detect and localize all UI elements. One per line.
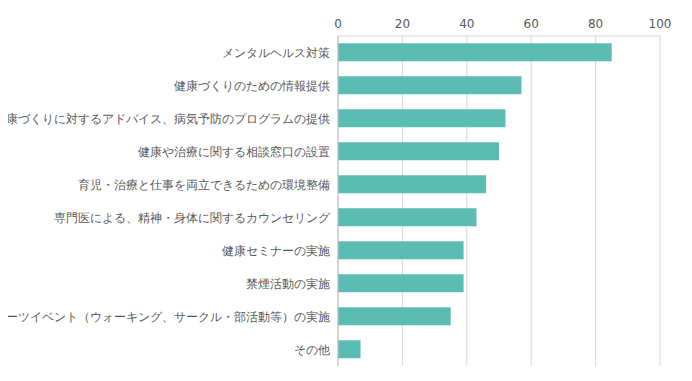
svg-text:スポーツイベント（ウォーキング、サークル・部活動等）の実施: スポーツイベント（ウォーキング、サークル・部活動等）の実施	[8, 310, 330, 324]
svg-text:100: 100	[649, 17, 672, 31]
svg-text:60: 60	[524, 17, 539, 31]
svg-text:育児・治療と仕事を両立できるための環境整備: 育児・治療と仕事を両立できるための環境整備	[78, 178, 330, 192]
svg-text:健康づくりのための情報提供: 健康づくりのための情報提供	[174, 79, 330, 93]
svg-text:メンタルヘルス対策: メンタルヘルス対策	[222, 46, 330, 60]
svg-text:専門医による、精神・身体に関するカウンセリング: 専門医による、精神・身体に関するカウンセリング	[54, 211, 331, 225]
svg-text:20: 20	[395, 17, 410, 31]
svg-text:禁煙活動の実施: 禁煙活動の実施	[246, 277, 330, 291]
svg-text:健康や治療に関する相談窓口の設置: 健康や治療に関する相談窓口の設置	[138, 145, 330, 159]
svg-text:その他: その他	[294, 343, 330, 357]
svg-text:40: 40	[459, 17, 474, 31]
svg-text:0: 0	[334, 17, 342, 31]
svg-text:健康セミナーの実施: 健康セミナーの実施	[222, 244, 330, 258]
svg-text:80: 80	[588, 17, 603, 31]
svg-text:健康づくりに対するアドバイス、病気予防のプログラムの提供: 健康づくりに対するアドバイス、病気予防のプログラムの提供	[8, 112, 330, 126]
